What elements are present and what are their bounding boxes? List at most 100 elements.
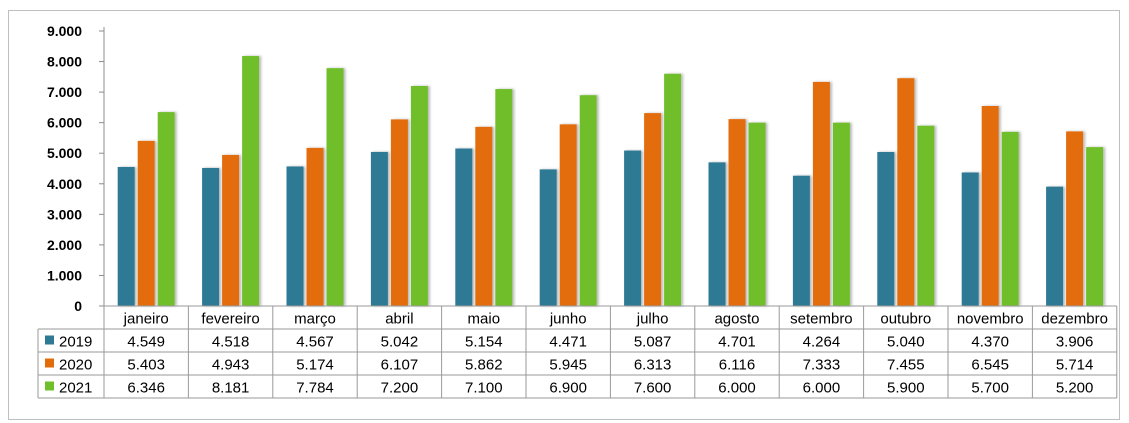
y-tick-label: 3.000	[47, 206, 82, 222]
bar-2019-fevereiro	[202, 167, 220, 306]
bar-2019-abril	[370, 151, 388, 306]
bar-2020-outubro	[897, 78, 915, 306]
bars	[117, 56, 1104, 307]
data-label: 6.545	[971, 357, 1009, 374]
data-label: 5.945	[549, 357, 587, 374]
data-label: 6.116	[719, 357, 755, 374]
data-label: 6.900	[549, 380, 587, 397]
data-label: 7.600	[634, 380, 672, 397]
data-label: 7.455	[887, 357, 925, 374]
bar-2021-abril	[410, 86, 428, 306]
bar-2021-janeiro	[157, 112, 175, 306]
legend-swatch-2019	[45, 335, 54, 345]
y-tick-label: 8.000	[47, 54, 82, 70]
bar-2021-julho	[664, 73, 682, 307]
bar-2021-novembro	[1001, 131, 1019, 306]
x-tick-label: setembro	[790, 311, 853, 328]
bar-2020-julho	[644, 113, 662, 306]
bar-2021-fevereiro	[242, 56, 260, 307]
data-label: 4.370	[971, 334, 1009, 351]
bar-2019-março	[286, 166, 304, 306]
x-tick-label: janeiro	[123, 311, 169, 328]
bar-2021-outubro	[917, 125, 935, 306]
bar-2019-maio	[455, 148, 473, 306]
bar-2020-março	[306, 147, 324, 306]
bar-2021-dezembro	[1086, 147, 1104, 306]
legend-label: 2021	[59, 380, 92, 397]
chart-frame	[8, 10, 1120, 420]
data-label: 7.333	[803, 357, 841, 374]
data-label: 4.549	[127, 334, 165, 351]
data-label: 4.471	[549, 334, 587, 351]
bar-2020-junho	[559, 124, 577, 306]
bar-2019-novembro	[961, 172, 979, 306]
x-tick-label: junho	[549, 311, 587, 328]
bar-2021-agosto	[748, 122, 766, 307]
data-label: 6.107	[381, 357, 419, 374]
y-tick-label: 2.000	[47, 237, 82, 253]
bar-2020-novembro	[981, 106, 999, 306]
bar-2021-setembro	[832, 122, 850, 307]
legend-swatch-2020	[45, 358, 54, 368]
data-label: 7.200	[381, 380, 419, 397]
data-label: 8.181	[212, 380, 250, 397]
data-label: 4.264	[803, 334, 841, 351]
bar-2020-maio	[475, 126, 493, 306]
data-label: 6.346	[127, 380, 165, 397]
data-label: 7.100	[465, 380, 503, 397]
bar-2021-março	[326, 68, 344, 307]
legend-label: 2020	[59, 357, 92, 374]
bar-2020-abril	[390, 119, 408, 307]
bar-2021-junho	[579, 95, 597, 307]
data-label: 6.000	[718, 380, 756, 397]
bar-2021-maio	[495, 89, 513, 306]
y-tick-label: 5.000	[47, 145, 82, 161]
y-tick-label: 7.000	[47, 84, 82, 100]
data-label: 4.518	[212, 334, 250, 351]
legend-swatch-2021	[45, 381, 54, 391]
y-tick-label: 6.000	[47, 115, 82, 131]
legend-label: 2019	[59, 334, 92, 351]
bar-2019-agosto	[708, 162, 726, 306]
x-tick-label: novembro	[957, 311, 1024, 328]
x-tick-label: outubro	[880, 311, 931, 328]
data-label: 3.906	[1056, 334, 1094, 351]
data-label: 5.042	[381, 334, 419, 351]
data-label: 5.154	[465, 334, 503, 351]
y-tick-label: 0	[74, 298, 82, 314]
data-label: 5.040	[887, 334, 925, 351]
data-label: 6.313	[634, 357, 672, 374]
x-tick-label: julho	[636, 311, 669, 328]
data-label: 7.784	[296, 380, 334, 397]
bar-2019-julho	[624, 150, 642, 306]
bar-2019-junho	[539, 169, 557, 306]
data-label: 5.174	[296, 357, 334, 374]
data-label: 4.567	[296, 334, 334, 351]
bar-2020-dezembro	[1066, 131, 1084, 306]
bar-2020-agosto	[728, 119, 746, 306]
x-tick-label: março	[294, 311, 336, 328]
x-tick-label: fevereiro	[201, 311, 259, 328]
data-label: 5.714	[1056, 357, 1094, 374]
y-axis: 0 1.000 2.000 3.000 4.000 5.000 6.000 7.000 8.00…	[47, 23, 105, 314]
data-label: 4.701	[718, 334, 756, 351]
x-tick-label: maio	[468, 311, 501, 328]
data-label: 5.700	[971, 380, 1009, 397]
x-tick-label: agosto	[714, 311, 759, 328]
y-tick-label: 1.000	[47, 267, 82, 283]
data-label: 5.862	[465, 357, 503, 374]
bar-2019-outubro	[877, 152, 895, 306]
bar-2020-fevereiro	[222, 154, 240, 306]
data-table: janeiro fevereiro março abril maio junho julho…	[37, 305, 1118, 399]
bar-2020-setembro	[812, 81, 830, 306]
data-label: 6.000	[803, 380, 841, 397]
bar-2019-dezembro	[1046, 186, 1064, 306]
data-label: 4.943	[212, 357, 250, 374]
x-tick-label: dezembro	[1041, 311, 1108, 328]
data-label: 5.087	[634, 334, 672, 351]
bar-2019-janeiro	[117, 167, 135, 306]
data-label: 5.403	[127, 357, 165, 374]
x-tick-label: abril	[385, 311, 413, 328]
